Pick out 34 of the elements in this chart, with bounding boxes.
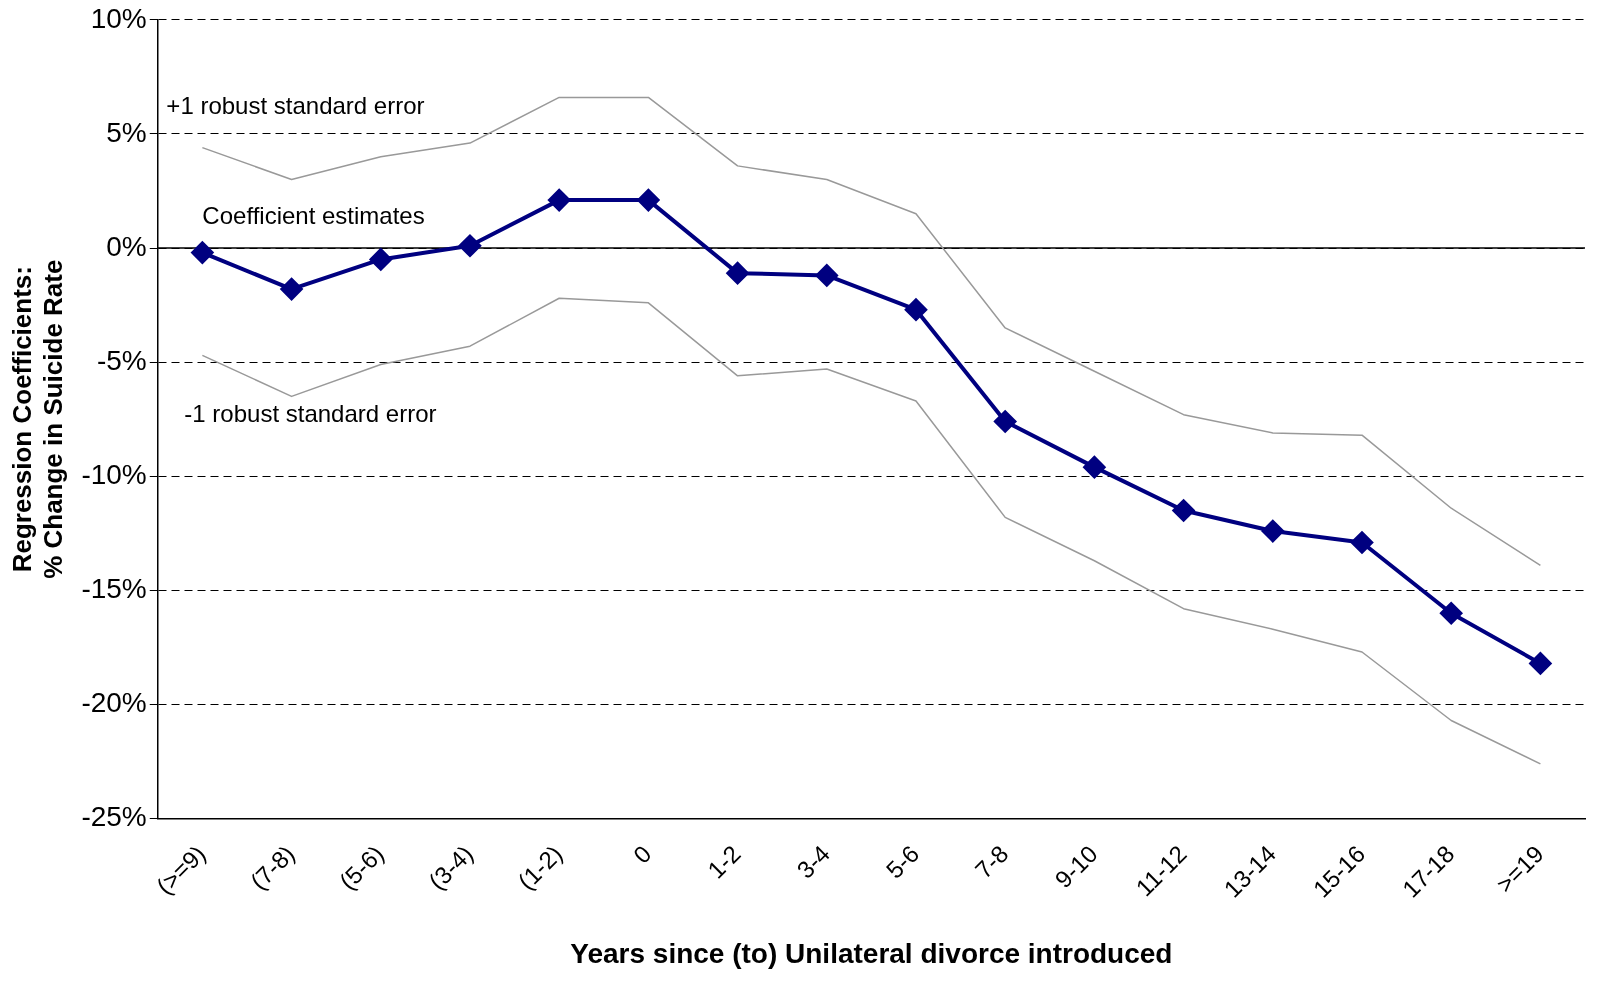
y-tick-label: -10% xyxy=(81,458,147,490)
point xyxy=(1529,652,1552,675)
point xyxy=(1351,531,1373,554)
x-tick-label: 7-8 xyxy=(969,839,1014,884)
y-tick-label: -25% xyxy=(81,801,147,833)
x-axis-title: Years since (to) Unilateral divorce introduced xyxy=(570,937,1173,969)
point xyxy=(1172,499,1195,522)
y-tick-label: -5% xyxy=(96,344,147,376)
point xyxy=(369,248,392,271)
y-tick-label: 0% xyxy=(106,230,147,262)
x-tick-label: 5-6 xyxy=(880,839,925,884)
point xyxy=(191,241,214,264)
series-label: +1 robust standard error xyxy=(166,92,425,120)
y-tick-label: -15% xyxy=(81,573,147,605)
y-axis-title: Regression Coefficients: % Change in Suicide Rate xyxy=(6,259,68,579)
point xyxy=(548,189,571,212)
point xyxy=(280,278,303,301)
point xyxy=(1083,456,1106,479)
point xyxy=(994,410,1017,433)
point xyxy=(904,298,927,321)
x-tick-label: 0 xyxy=(628,839,657,869)
y-tick-label: -20% xyxy=(81,687,147,719)
series-label: -1 robust standard error xyxy=(184,399,437,427)
point xyxy=(458,234,481,257)
y-tick-label: 5% xyxy=(106,116,147,148)
y-tick-label: 10% xyxy=(90,2,147,34)
series-label: Coefficient estimates xyxy=(202,202,425,230)
point xyxy=(637,189,660,212)
point xyxy=(1440,602,1463,625)
x-tick-label: 1-2 xyxy=(702,839,746,884)
point xyxy=(1261,520,1284,543)
x-tick-label: 3-4 xyxy=(791,839,835,884)
point xyxy=(815,264,838,287)
point xyxy=(726,262,749,285)
